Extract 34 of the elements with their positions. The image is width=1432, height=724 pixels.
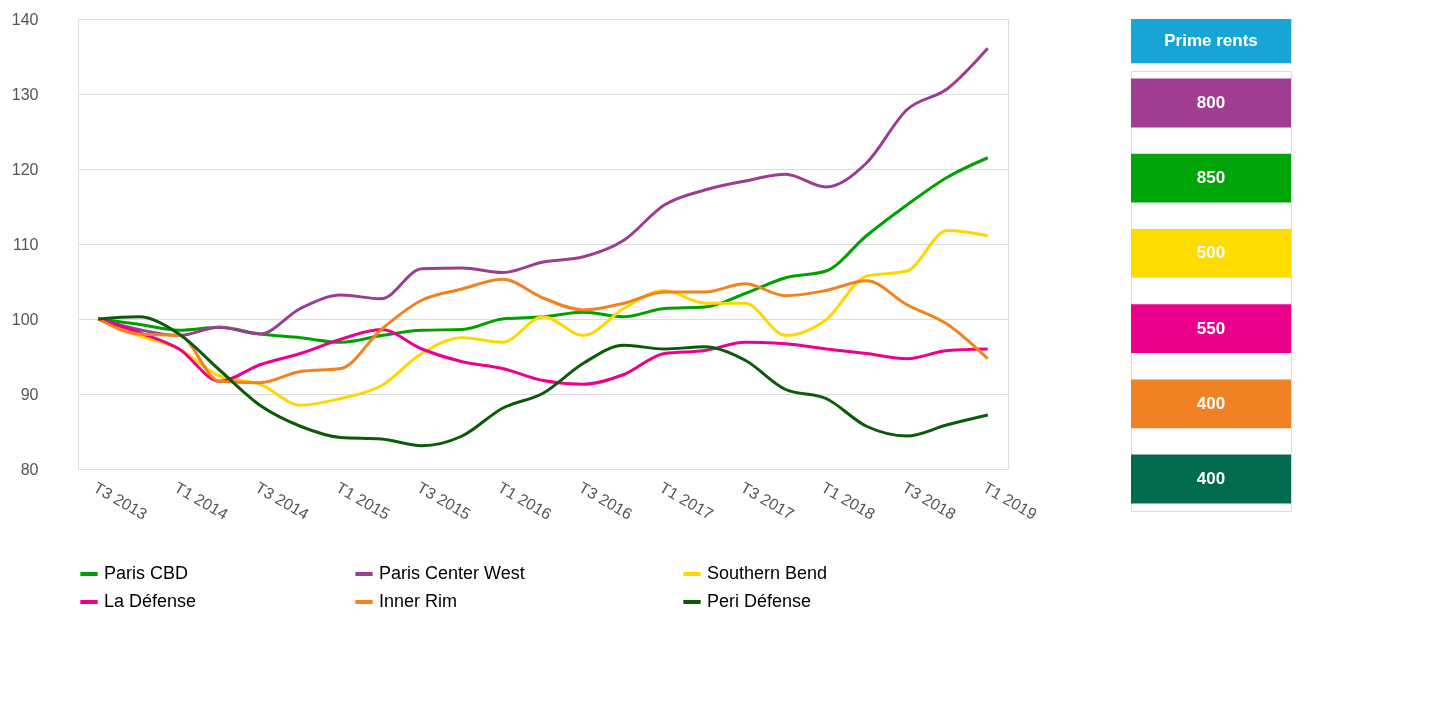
- line-series: [96, 315, 990, 448]
- x-tick-label: T3 2013: [90, 478, 151, 523]
- data-label: 800: [1196, 92, 1226, 112]
- y-tick-label: 130: [11, 85, 39, 103]
- x-tick-label: T1 2018: [818, 478, 878, 523]
- x-tick-label: T3 2014: [252, 478, 312, 523]
- x-tick-label: T1 2017: [656, 478, 717, 523]
- data-label: 550: [1196, 318, 1226, 338]
- legend-label: La Défense: [104, 591, 197, 611]
- x-tick-label: T3 2017: [737, 478, 798, 523]
- line-series: [96, 277, 990, 385]
- x-tick-label: T1 2019: [980, 478, 1040, 523]
- legend-label: Southern Bend: [707, 563, 828, 583]
- y-tick-label: 110: [12, 235, 39, 253]
- data-label: 400: [1196, 469, 1226, 489]
- y-tick-label: 80: [20, 460, 39, 478]
- x-tick-label: T1 2014: [171, 478, 232, 523]
- x-tick-label: T3 2015: [414, 478, 474, 523]
- legend-label: Peri Défense: [707, 591, 812, 611]
- y-tick-label: 100: [11, 310, 39, 328]
- x-tick-label: T3 2016: [575, 478, 636, 523]
- y-tick-label: 120: [11, 160, 39, 178]
- legend-label: Paris CBD: [104, 563, 189, 583]
- x-tick-label: T3 2018: [899, 478, 959, 523]
- legend-label: Paris Center West: [379, 563, 525, 583]
- text: Prime rents: [1164, 31, 1258, 50]
- legend-label: Inner Rim: [379, 591, 458, 611]
- data-label: 500: [1196, 243, 1226, 263]
- y-tick-label: 90: [20, 385, 39, 403]
- y-tick-label: 140: [11, 10, 39, 28]
- x-tick-label: T1 2016: [495, 478, 555, 523]
- data-label: 400: [1196, 393, 1226, 413]
- data-label: 850: [1196, 168, 1226, 188]
- x-tick-label: T1 2015: [333, 478, 393, 523]
